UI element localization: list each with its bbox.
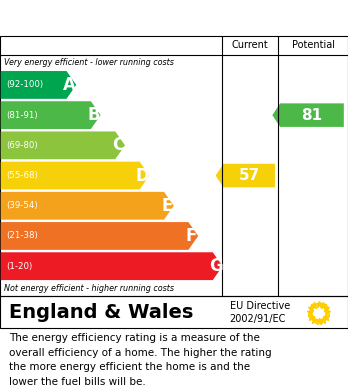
Polygon shape <box>216 164 275 187</box>
Text: (69-80): (69-80) <box>6 141 38 150</box>
Text: (1-20): (1-20) <box>6 262 32 271</box>
Text: D: D <box>136 167 149 185</box>
Polygon shape <box>272 103 344 127</box>
Text: (39-54): (39-54) <box>6 201 38 210</box>
Polygon shape <box>1 71 76 99</box>
Text: (92-100): (92-100) <box>6 81 44 90</box>
Text: G: G <box>209 257 223 275</box>
Text: E: E <box>161 197 173 215</box>
Text: 81: 81 <box>301 108 323 123</box>
Polygon shape <box>1 101 101 129</box>
Polygon shape <box>1 252 223 280</box>
Polygon shape <box>1 161 149 190</box>
Text: (81-91): (81-91) <box>6 111 38 120</box>
Text: Not energy efficient - higher running costs: Not energy efficient - higher running co… <box>4 284 174 293</box>
Text: A: A <box>63 76 76 94</box>
Polygon shape <box>1 192 174 220</box>
Text: (55-68): (55-68) <box>6 171 38 180</box>
Text: Potential: Potential <box>292 40 335 50</box>
Text: 57: 57 <box>238 168 260 183</box>
Text: England & Wales: England & Wales <box>9 303 193 322</box>
Polygon shape <box>1 222 198 250</box>
Text: Energy Efficiency Rating: Energy Efficiency Rating <box>7 11 217 25</box>
Text: Current: Current <box>232 40 268 50</box>
Polygon shape <box>1 131 125 159</box>
Text: B: B <box>87 106 100 124</box>
Text: (21-38): (21-38) <box>6 231 38 240</box>
Text: F: F <box>186 227 197 245</box>
Text: EU Directive
2002/91/EC: EU Directive 2002/91/EC <box>230 301 290 324</box>
Text: Very energy efficient - lower running costs: Very energy efficient - lower running co… <box>4 58 174 67</box>
Text: C: C <box>112 136 124 154</box>
Text: The energy efficiency rating is a measure of the
overall efficiency of a home. T: The energy efficiency rating is a measur… <box>9 334 271 387</box>
